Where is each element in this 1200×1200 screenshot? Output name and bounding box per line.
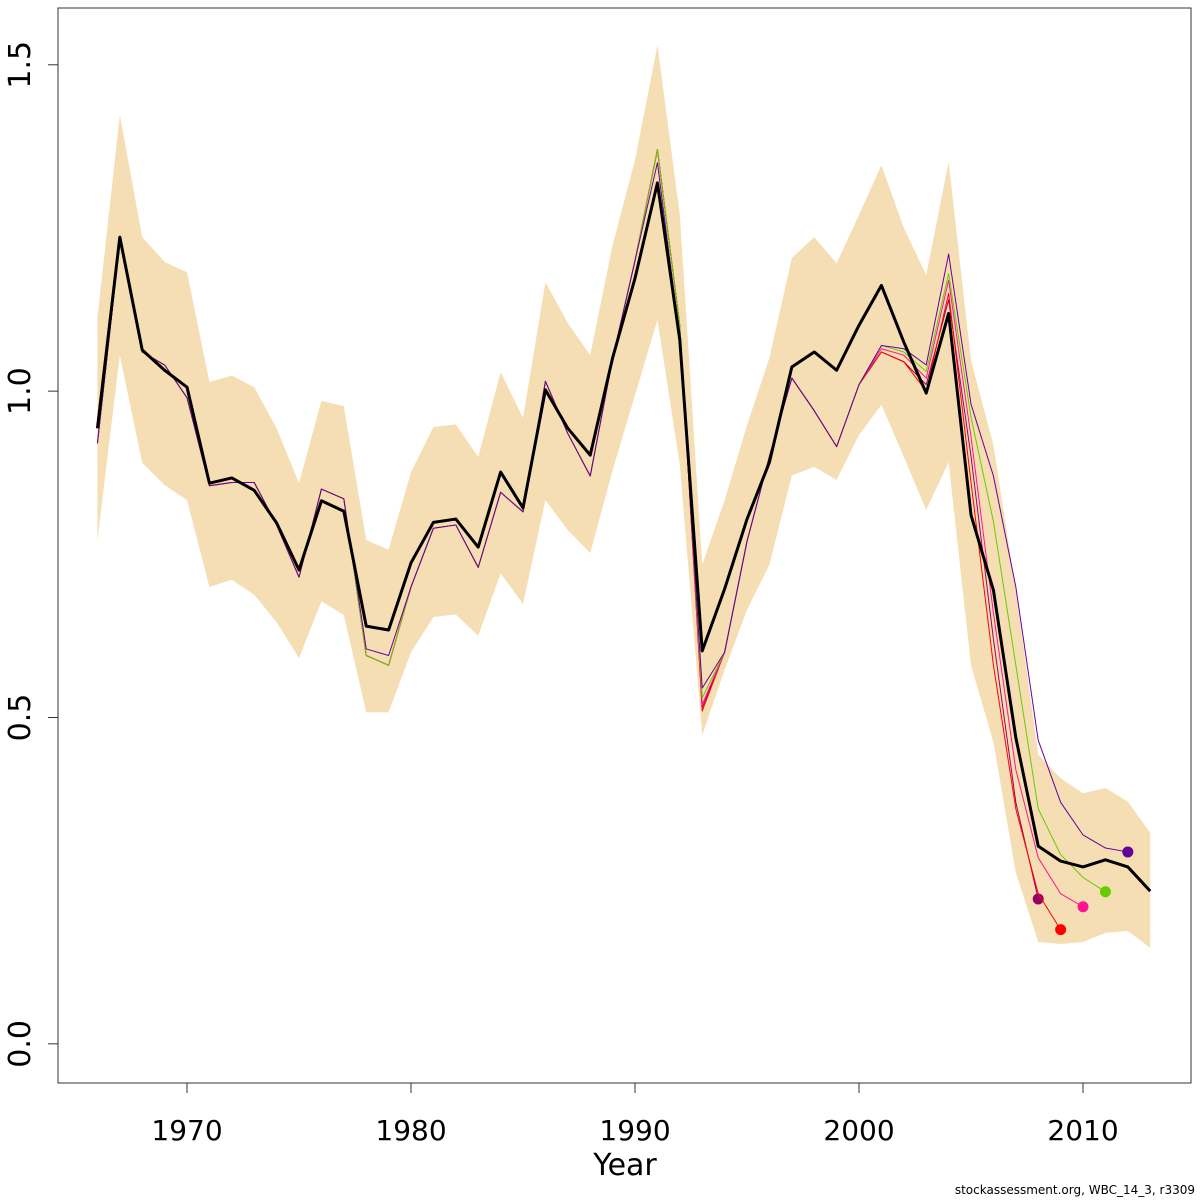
x-tick-label: 1980 [375, 1114, 446, 1147]
confidence-band [97, 45, 1151, 948]
y-tick-label: 1.0 [3, 367, 38, 415]
retro-end-point [1055, 924, 1067, 936]
retro-end-point [1122, 846, 1134, 858]
retro-end-point [1032, 893, 1044, 905]
x-tick-label: 2000 [823, 1114, 894, 1147]
main-line [95, 181, 1152, 893]
y-tick-label: 1.5 [3, 41, 38, 89]
retro-end-point [1077, 901, 1089, 913]
retro-end-point [1099, 886, 1111, 898]
footer: stockassessment.org, WBC_14_3, r3309 [955, 1183, 1195, 1197]
plot-frame [57, 7, 1192, 1084]
x-tick-label: 1970 [151, 1114, 222, 1147]
y-tick-label: 0.0 [3, 1020, 38, 1068]
x-tick-label: 2010 [1047, 1114, 1118, 1147]
x-axis-label: Year [592, 1148, 657, 1183]
y-tick-label: 0.5 [3, 694, 38, 742]
x-tick-label: 1990 [599, 1114, 670, 1147]
